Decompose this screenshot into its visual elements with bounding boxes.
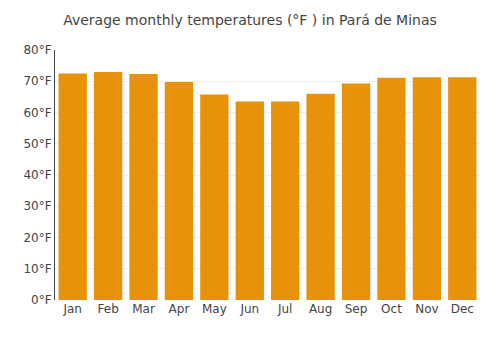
svg-text:10°F: 10°F — [23, 262, 51, 276]
svg-text:Sep: Sep — [345, 302, 368, 316]
svg-text:80°F: 80°F — [23, 43, 51, 57]
svg-text:0°F: 0°F — [31, 293, 52, 307]
svg-text:40°F: 40°F — [23, 168, 51, 182]
svg-text:Dec: Dec — [451, 302, 474, 316]
svg-text:60°F: 60°F — [23, 106, 51, 120]
svg-text:30°F: 30°F — [23, 199, 51, 213]
svg-text:Apr: Apr — [169, 302, 190, 316]
svg-text:70°F: 70°F — [23, 74, 51, 88]
svg-text:Nov: Nov — [415, 302, 438, 316]
svg-text:Jul: Jul — [277, 302, 292, 316]
svg-text:Feb: Feb — [98, 302, 119, 316]
svg-text:Aug: Aug — [309, 302, 332, 316]
svg-text:Jun: Jun — [239, 302, 259, 316]
svg-text:Average monthly temperatures (: Average monthly temperatures (°F ) in Pa… — [63, 12, 437, 28]
svg-text:20°F: 20°F — [23, 231, 51, 245]
svg-text:May: May — [202, 302, 227, 316]
svg-text:Mar: Mar — [132, 302, 155, 316]
svg-text:50°F: 50°F — [23, 137, 51, 151]
svg-text:Oct: Oct — [381, 302, 402, 316]
svg-text:Jan: Jan — [62, 302, 82, 316]
